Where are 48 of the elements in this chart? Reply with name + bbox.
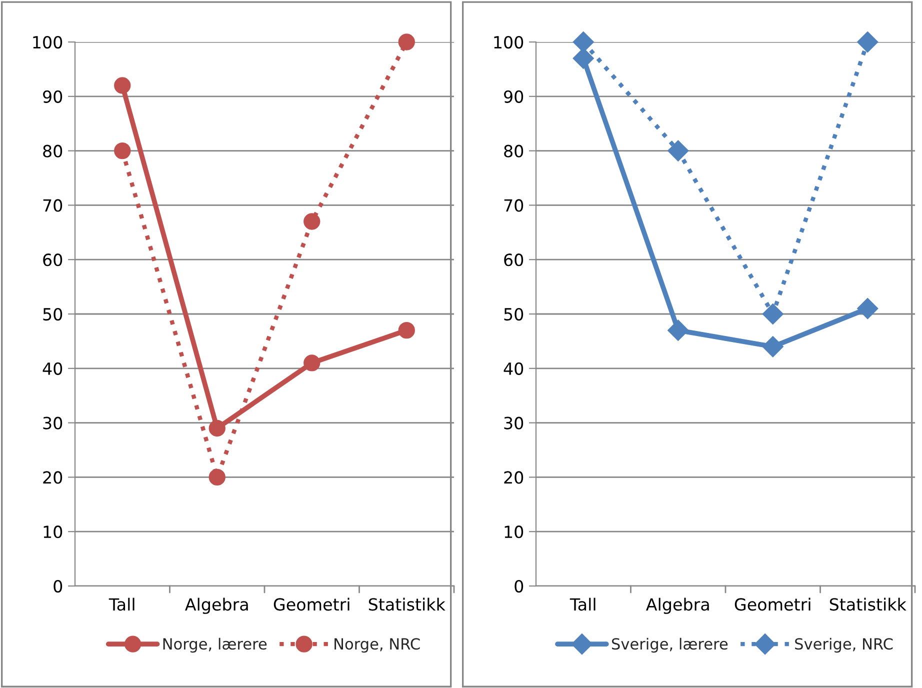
point [857,31,878,53]
y-tick-label: 90 [504,90,524,103]
y-tick-label: 70 [43,199,62,212]
legend-label: Norge, NRC [334,638,420,653]
y-tick-label: 90 [43,90,62,103]
y-tick-label: 30 [504,416,524,430]
y-tick-label: 0 [514,580,524,593]
y-tick-label: 50 [43,308,62,321]
point [208,468,226,486]
point [304,213,320,230]
x-tick-label: Geometri [734,598,810,611]
y-tick-label: 10 [44,526,62,538]
y-tick-label: 60 [504,254,524,266]
y-tick-label: 20 [43,471,62,484]
y-tick-label: 70 [504,199,524,212]
y-tick-label: 50 [504,308,524,321]
legend-label: Norge, lærere [163,638,267,653]
y-tick-label: 40 [42,362,62,375]
point [304,354,320,372]
y-tick-label: 60 [43,254,62,266]
x-tick-label: Tall [108,598,134,611]
y-tick-label: 100 [494,36,524,49]
point [114,77,131,94]
y-tick-label: 100 [33,36,62,49]
legend-label: Sverige, lærere [612,638,728,653]
y-tick-label: 80 [504,144,524,158]
point [762,303,784,325]
y-tick-label: 20 [504,471,524,484]
legend-label: Sverige, NRC [795,638,893,653]
x-tick-label: Statistikk [830,598,906,611]
x-tick-label: Algebra [185,598,248,614]
point [398,322,415,339]
point [762,336,784,358]
y-tick-label: 10 [504,526,524,538]
point [857,298,878,320]
y-tick-label: 30 [43,416,62,430]
y-tick-label: 0 [54,580,62,593]
x-tick-label: Tall [570,598,596,611]
point [668,140,689,162]
y-tick-label: 40 [504,362,524,375]
x-tick-label: Geometri [274,598,350,611]
point [668,320,689,341]
x-tick-label: Statistikk [368,598,446,611]
point [398,34,415,50]
y-tick-label: 80 [43,144,62,158]
point [208,420,226,437]
x-tick-label: Algebra [646,598,709,614]
point [114,142,131,160]
